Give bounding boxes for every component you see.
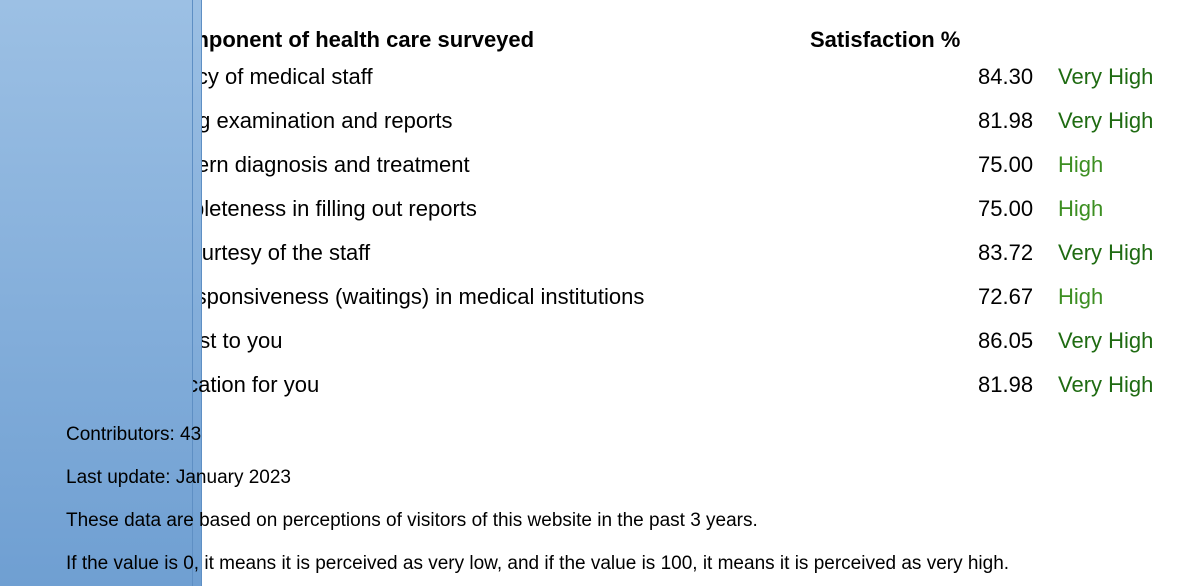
rating: Very High: [1058, 64, 1154, 89]
footer-line: Contributors: 43: [66, 424, 202, 445]
value-label: 86.05: [978, 328, 1034, 353]
rating: High: [1058, 284, 1104, 309]
value-label: 81.98: [978, 108, 1034, 133]
rating: Very High: [1058, 240, 1154, 265]
value-label: 81.98: [978, 372, 1034, 397]
column-header: Component of health care surveyed: [160, 27, 535, 52]
value-label: 72.67: [978, 284, 1034, 309]
rating: Very High: [1058, 372, 1154, 397]
footer-line: If the value is 0, it means it is percei…: [66, 553, 1010, 574]
rating: Very High: [1058, 328, 1154, 353]
bar: [0, 0, 193, 586]
value-label: 83.72: [978, 240, 1034, 265]
value-label: 75.00: [978, 152, 1034, 177]
footer-line: Last update: January 2023: [66, 467, 292, 488]
footer-line: These data are based on perceptions of v…: [66, 510, 758, 531]
value-label: 84.30: [978, 64, 1034, 89]
rating: High: [1058, 152, 1104, 177]
rating: Very High: [1058, 108, 1154, 133]
rating: High: [1058, 196, 1104, 221]
column-header: Satisfaction %: [810, 27, 961, 52]
value-label: 75.00: [978, 196, 1034, 221]
